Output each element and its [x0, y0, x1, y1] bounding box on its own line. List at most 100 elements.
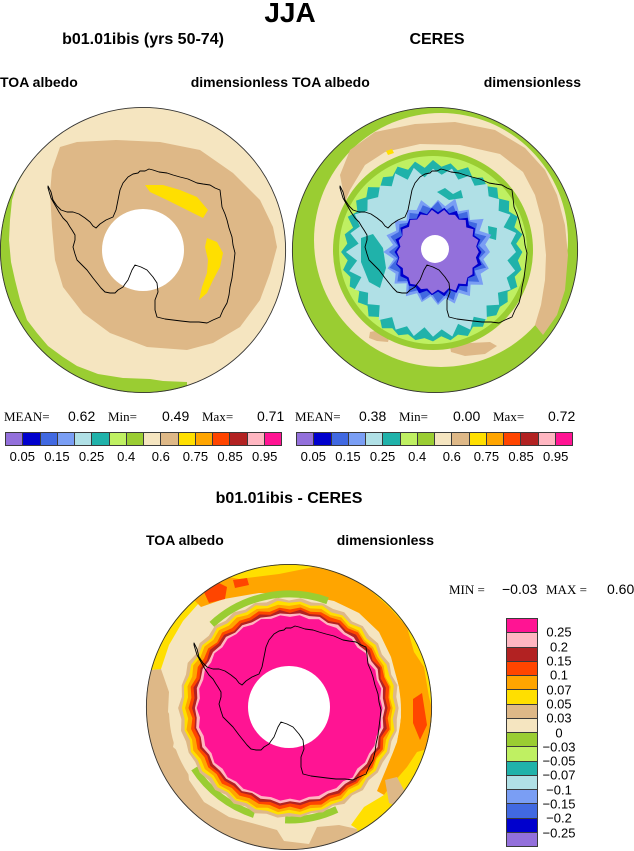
colorbar-box	[74, 432, 93, 446]
colorbar-label: 0.05	[9, 449, 35, 464]
contour-fill-gold	[145, 185, 208, 218]
colorbar-label: −0.2	[546, 810, 572, 826]
colorbar-box	[347, 432, 366, 446]
obs-panel-title: CERES	[409, 31, 465, 48]
colorbar-label: −0.07	[542, 767, 576, 783]
colorbar-label: 0.85	[508, 449, 534, 464]
colorbar-label: 0.75	[473, 449, 500, 464]
obs-polar-map	[291, 106, 579, 394]
diff-left-string: TOA albedo	[146, 532, 224, 548]
colorbar-box	[506, 746, 538, 762]
contour-fill-yellowgreen	[191, 766, 256, 818]
colorbar-box	[160, 432, 179, 446]
map-boundary-circle	[145, 563, 433, 851]
map-boundary-circle	[0, 106, 287, 394]
contour-fill-gold	[199, 238, 223, 300]
contour-fill-yellowgreen	[209, 590, 329, 627]
colorbar-label: 0.15	[44, 449, 70, 464]
model-left-string: TOA albedo	[0, 74, 78, 90]
obs-contour-layers	[292, 107, 578, 393]
model-min-label: Min=	[108, 409, 138, 424]
obs-min-value: 0.00	[453, 408, 481, 424]
colorbar-box	[39, 432, 58, 446]
colorbar-box	[434, 432, 453, 446]
diff-contour-layers	[146, 564, 432, 850]
colorbar-label: 0.15	[335, 449, 361, 464]
diff-polar-map	[145, 563, 433, 851]
obs-left-string: TOA albedo	[292, 74, 370, 90]
colorbar-box	[520, 432, 539, 446]
diff-right-string: dimensionless	[336, 532, 434, 548]
model-colorbar	[5, 432, 282, 446]
colorbar-label: 0.25	[78, 449, 105, 464]
antarctica-coastline	[339, 168, 528, 324]
colorbar-label: 0.05	[546, 696, 572, 712]
figure-title: JJA	[264, 0, 316, 28]
colorbar-box	[330, 432, 349, 446]
colorbar-label: −0.05	[542, 753, 576, 769]
colorbar-box	[506, 689, 538, 705]
contour-fill-tan	[340, 122, 568, 335]
colorbar-label: 0	[555, 725, 563, 740]
colorbar-label: −0.1	[546, 782, 572, 798]
polar-missing-mask	[248, 666, 330, 748]
colorbar-box	[506, 831, 538, 847]
colorbar-box	[537, 432, 556, 446]
colorbar-label: 0.05	[300, 449, 326, 464]
map-boundary-circle	[291, 106, 579, 394]
colorbar-box	[194, 432, 213, 446]
colorbar-box	[399, 432, 418, 446]
contour-fill-lightseagreen	[437, 188, 463, 200]
colorbar-label: 0.25	[546, 624, 572, 640]
colorbar-box	[143, 432, 162, 446]
model-contour-layers	[0, 107, 286, 393]
colorbar-box	[506, 717, 538, 733]
colorbar-label: 0.95	[543, 449, 569, 464]
diff-panel-title: b01.01ibis - CERES	[215, 490, 363, 507]
colorbar-box	[451, 432, 470, 446]
obs-mean-label: MEAN=	[295, 409, 341, 424]
colorbar-label: 0.25	[369, 449, 396, 464]
colorbar-label: 0.03	[546, 710, 572, 726]
colorbar-box	[506, 817, 538, 833]
colorbar-label: −0.03	[542, 739, 576, 755]
colorbar-label: 0.6	[442, 449, 461, 464]
colorbar-box	[506, 646, 538, 662]
obs-max-label: Max=	[493, 409, 525, 424]
colorbar-box	[246, 432, 265, 446]
colorbar-box	[125, 432, 144, 446]
diff-min-label: MIN =	[449, 582, 485, 597]
colorbar-label: 0.2	[549, 639, 569, 655]
colorbar-label: 0.6	[151, 449, 170, 464]
obs-min-label: Min=	[399, 409, 429, 424]
colorbar-box	[22, 432, 41, 446]
colorbar-box	[468, 432, 487, 446]
contour-fill-yellowgreen	[284, 806, 339, 824]
colorbar-label: 0.07	[546, 682, 572, 698]
contour-fill-orangered	[233, 578, 249, 588]
colorbar-box	[229, 432, 248, 446]
obs-mean-value: 0.38	[359, 408, 387, 424]
colorbar-box	[506, 789, 538, 805]
colorbar-box	[506, 703, 538, 719]
colorbar-box	[506, 660, 538, 676]
model-min-value: 0.49	[162, 408, 190, 424]
contour-fill-lightseagreen	[361, 234, 386, 288]
colorbar-box	[177, 432, 196, 446]
model-max-value: 0.71	[257, 408, 285, 424]
obs-colorbar	[296, 432, 573, 446]
model-mean-label: MEAN=	[4, 409, 50, 424]
colorbar-label: −0.25	[542, 825, 576, 841]
contour-fill-gold	[386, 149, 394, 155]
colorbar-box	[506, 732, 538, 748]
colorbar-box	[108, 432, 127, 446]
colorbar-box	[56, 432, 75, 446]
colorbar-box	[212, 432, 231, 446]
obs-max-value: 0.72	[548, 408, 576, 424]
antarctica-coastline	[193, 625, 382, 781]
colorbar-box	[506, 803, 538, 819]
colorbar-box	[506, 632, 538, 648]
diff-colorbar	[506, 618, 538, 847]
colorbar-label: 0.1	[549, 667, 569, 683]
colorbar-box	[554, 432, 573, 446]
